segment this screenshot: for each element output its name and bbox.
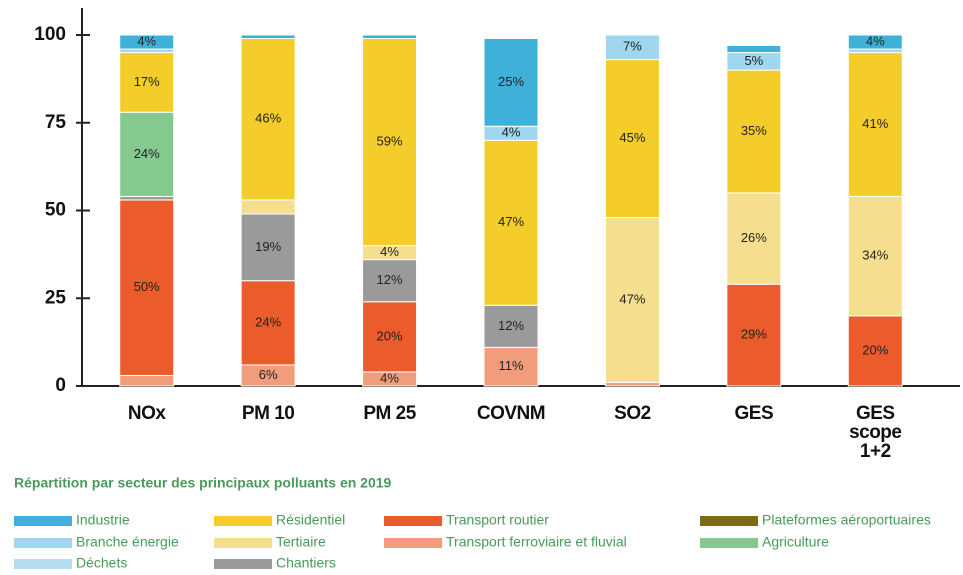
data-label: 20% [862, 342, 888, 357]
bar-segment [119, 199, 175, 376]
bar-segment [726, 192, 782, 285]
data-label: 4% [137, 33, 156, 48]
data-label: 24% [134, 146, 160, 161]
legend-swatch [214, 538, 272, 548]
legend-label: Transport ferroviaire et fluvial [446, 534, 627, 550]
bar-segment [240, 280, 296, 366]
y-tick-label: 25 [45, 287, 67, 308]
bar-segment [119, 195, 175, 201]
legend-swatch [384, 516, 442, 526]
bar-segment [604, 217, 660, 383]
bar-segment [240, 213, 296, 282]
bar-segment [362, 259, 418, 303]
bar-segment [483, 346, 539, 387]
bar-segment [847, 52, 903, 197]
y-tick-label: 75 [45, 112, 67, 133]
bar-segment [483, 139, 539, 306]
legend-swatch [14, 559, 72, 569]
bar-segment [119, 52, 175, 113]
legend-label: Agriculture [762, 534, 829, 550]
x-tick-label: GES [734, 403, 774, 424]
legend-label: Tertiaire [276, 534, 326, 550]
bar-segment [604, 34, 660, 61]
data-label: 24% [255, 314, 281, 329]
data-label: 6% [259, 367, 278, 382]
data-label: 12% [498, 318, 524, 333]
bar-segment [726, 69, 782, 194]
legend-label: Plateformes aéroportuaires [762, 512, 931, 528]
data-label: 29% [741, 327, 767, 342]
data-label: 5% [744, 53, 763, 68]
bar-segment [847, 48, 903, 54]
bar-segment [362, 34, 418, 40]
bar-segment [726, 283, 782, 387]
bar-segment [847, 195, 903, 317]
legend-label: Branche énergie [76, 534, 179, 550]
legend-swatch [384, 538, 442, 548]
data-label: 4% [866, 33, 885, 48]
data-label: 59% [377, 133, 403, 148]
data-label: 19% [255, 239, 281, 254]
data-label: 11% [498, 358, 523, 373]
legend-swatch [14, 538, 72, 548]
data-label: 17% [134, 74, 160, 89]
chart-title: Répartition par secteur des principaux p… [14, 475, 392, 491]
bar-segment [483, 38, 539, 127]
data-label: 4% [380, 370, 399, 385]
y-tick-label: 50 [45, 200, 66, 221]
data-label: 34% [862, 248, 888, 263]
bar-segment [240, 199, 296, 215]
x-tick-label: SO2 [614, 403, 651, 424]
legend-swatch [700, 516, 758, 526]
data-label: 47% [498, 214, 524, 229]
x-tick-label: PM 25 [363, 403, 416, 424]
data-label: 47% [619, 291, 645, 306]
bar-segment [604, 381, 660, 387]
bar-segment [119, 48, 175, 54]
bar-segment [847, 34, 903, 50]
data-label: 4% [502, 125, 521, 140]
data-label: 12% [377, 272, 403, 287]
legend-label: Résidentiel [276, 512, 345, 528]
bar-segment [604, 59, 660, 219]
bar-segment [119, 374, 175, 387]
y-tick-label: 100 [34, 24, 66, 45]
data-label: 41% [862, 116, 888, 131]
bar-segment [240, 34, 296, 40]
legend-label: Industrie [76, 512, 130, 528]
legend-label: Déchets [76, 555, 127, 571]
x-tick-label: NOx [127, 403, 166, 424]
y-tick-label: 0 [55, 375, 66, 396]
data-label: 7% [623, 39, 642, 54]
bar-segment [726, 45, 782, 54]
bar-segment [362, 38, 418, 247]
legend-label: Transport routier [446, 512, 549, 528]
data-label: 26% [741, 230, 767, 245]
data-label: 25% [498, 74, 524, 89]
legend-label: Chantiers [276, 555, 336, 571]
data-label: 46% [255, 111, 281, 126]
legend-swatch [214, 516, 272, 526]
data-label: 45% [619, 130, 645, 145]
data-label: 35% [741, 123, 767, 138]
data-label: 50% [134, 279, 160, 294]
bar-segment [240, 38, 296, 201]
legend-swatch [14, 516, 72, 526]
bar-segment [483, 304, 539, 348]
data-label: 20% [377, 328, 403, 343]
x-tick-label: PM 10 [241, 403, 295, 424]
legend-swatch [700, 538, 758, 548]
bar-segment [119, 34, 175, 50]
data-label: 4% [380, 244, 399, 259]
x-tick-label: GES scope 1+2 [849, 403, 902, 462]
bar-segment [119, 111, 175, 197]
legend-swatch [214, 559, 272, 569]
x-tick-label: COVNM [476, 403, 546, 424]
bar-segment [847, 315, 903, 387]
